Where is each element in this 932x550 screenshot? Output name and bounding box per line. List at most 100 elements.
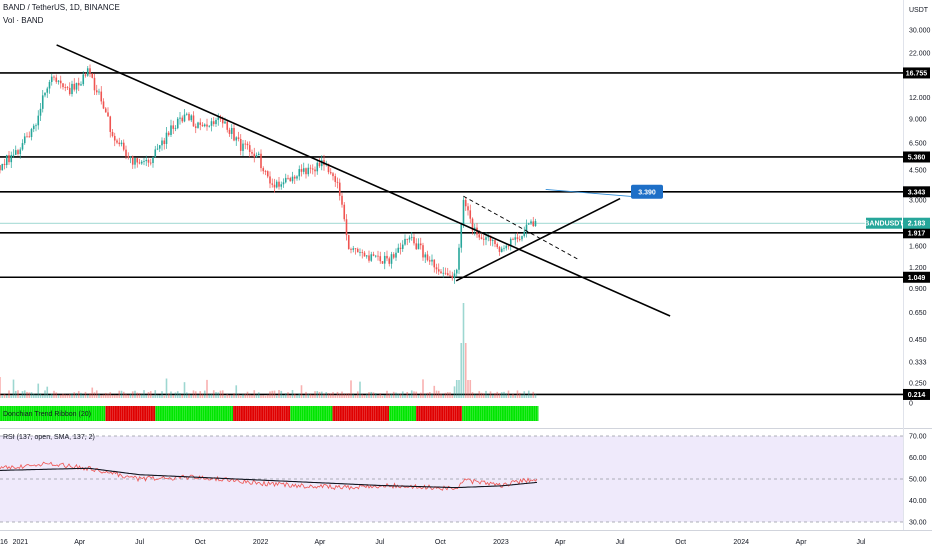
volume-bar bbox=[237, 394, 240, 398]
volume-bar bbox=[419, 392, 422, 398]
volume-bar bbox=[374, 393, 377, 398]
volume-bar bbox=[1, 395, 4, 398]
candle-body bbox=[370, 254, 373, 261]
candle-body bbox=[1, 163, 4, 171]
price-tick-label: 0.900 bbox=[909, 286, 927, 293]
candle-body bbox=[338, 182, 341, 196]
volume-bar bbox=[523, 391, 526, 398]
volume-bar bbox=[154, 390, 157, 398]
candle-body bbox=[68, 87, 71, 95]
candle-body bbox=[221, 119, 224, 124]
price-tick-label: 0.250 bbox=[909, 381, 927, 388]
volume-bar bbox=[219, 390, 222, 398]
price-tick-label: 22.000 bbox=[909, 50, 931, 57]
candle-body bbox=[138, 162, 141, 164]
candle-body bbox=[224, 121, 226, 124]
candle-body bbox=[64, 87, 67, 88]
volume-bar bbox=[361, 394, 364, 398]
candle-body bbox=[82, 74, 85, 85]
candle-body bbox=[129, 156, 132, 158]
candle-body bbox=[228, 129, 231, 134]
volume-bar bbox=[145, 394, 148, 398]
volume-bar bbox=[473, 394, 476, 398]
horizontal-levels[interactable] bbox=[0, 72, 903, 396]
time-axis[interactable]: 16 2021 Apr Jul Oct 2022 Apr Jul Oct 2023 Apr Jul Oc… bbox=[0, 539, 866, 546]
volume-bar bbox=[514, 395, 517, 398]
candle-body bbox=[453, 273, 456, 279]
last-price-badge bbox=[903, 217, 930, 229]
time-tick-label: Apr bbox=[555, 539, 567, 546]
ribbon-segment bbox=[462, 406, 539, 421]
volume-bar bbox=[271, 390, 274, 398]
price-tick-label: 0.650 bbox=[909, 310, 927, 317]
candle-body bbox=[203, 124, 206, 127]
volume-legend[interactable]: Vol · BAND bbox=[3, 16, 44, 25]
gridlines bbox=[0, 0, 932, 531]
candle-body bbox=[318, 162, 321, 167]
volume-bar bbox=[98, 393, 100, 398]
candle-body bbox=[100, 91, 103, 102]
volume-bar bbox=[287, 392, 289, 398]
pane-labels: Donchian Trend Ribbon (20) RSI (137, open… bbox=[3, 411, 95, 441]
candle-body bbox=[462, 199, 465, 225]
candle-body bbox=[471, 218, 474, 231]
volume-bar bbox=[311, 394, 314, 398]
symbol-title[interactable]: BAND / TetherUS, 1D, BINANCE bbox=[3, 3, 120, 12]
volume-bar bbox=[73, 392, 76, 398]
volume-bar bbox=[507, 390, 510, 398]
candle-body bbox=[381, 261, 384, 264]
candle-body bbox=[415, 243, 418, 250]
candle-body bbox=[478, 234, 481, 238]
volume-bar bbox=[323, 393, 325, 398]
candle-body bbox=[131, 156, 134, 165]
candle-body bbox=[480, 237, 483, 239]
candle-body bbox=[174, 128, 177, 130]
candle-body bbox=[37, 115, 40, 126]
volume-bar bbox=[71, 393, 73, 398]
volume-bar bbox=[221, 390, 224, 398]
candle-body bbox=[500, 248, 503, 252]
volume-bar bbox=[80, 392, 82, 398]
candle-body bbox=[363, 252, 366, 257]
candle-body bbox=[255, 155, 258, 158]
candle-body bbox=[390, 254, 393, 264]
volume-bar bbox=[424, 394, 427, 398]
volume-bar bbox=[75, 392, 78, 398]
candle-body bbox=[257, 153, 260, 156]
candle-body bbox=[172, 125, 175, 129]
volume-bar bbox=[343, 394, 346, 398]
volume-bar bbox=[48, 395, 51, 398]
price-axis[interactable]: USDT30.00022.00012.0009.0006.5004.5003.0… bbox=[909, 7, 931, 527]
candle-body bbox=[527, 223, 530, 225]
candle-body bbox=[53, 76, 55, 78]
candle-body bbox=[190, 115, 193, 121]
volume-bar bbox=[3, 394, 6, 398]
candle-body bbox=[199, 122, 202, 125]
target-connector bbox=[545, 189, 637, 198]
candle-body bbox=[440, 271, 442, 274]
volume-bar bbox=[518, 392, 521, 398]
volume-bar bbox=[244, 393, 247, 398]
candle-body bbox=[458, 247, 460, 270]
volume-bar bbox=[332, 392, 334, 398]
volume-bar bbox=[93, 392, 96, 398]
volume-bar bbox=[426, 392, 429, 398]
volume-bar bbox=[410, 390, 413, 398]
candle-body bbox=[230, 128, 233, 134]
candle-body bbox=[464, 199, 467, 207]
candle-body bbox=[449, 275, 451, 277]
volume-bar bbox=[41, 395, 44, 398]
candle-body bbox=[329, 172, 332, 174]
candle-body bbox=[66, 87, 69, 89]
volume-bar bbox=[460, 343, 463, 398]
volume-bar bbox=[399, 393, 402, 398]
trendlines[interactable]: 3.390 bbox=[56, 44, 671, 317]
volume-bar bbox=[230, 395, 233, 398]
volume-bar bbox=[266, 394, 269, 398]
volume-bar bbox=[431, 393, 433, 398]
volume-bar bbox=[174, 392, 177, 398]
volume-bar bbox=[156, 394, 159, 398]
volume-bar bbox=[381, 395, 384, 398]
candle-body bbox=[503, 248, 505, 250]
